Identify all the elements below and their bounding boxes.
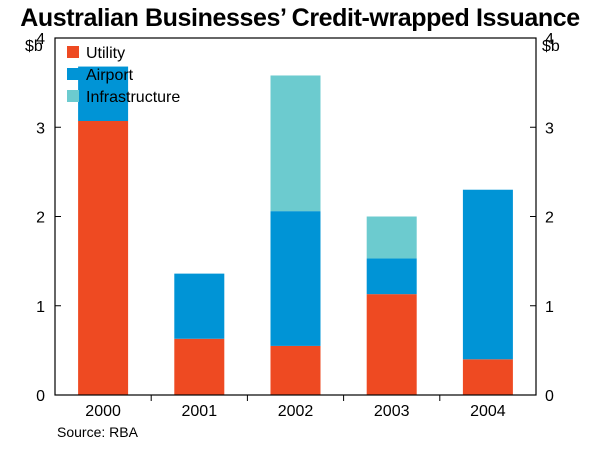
bar-airport-2000: [78, 66, 129, 122]
y-tick-label-left-1: 1: [36, 299, 45, 316]
y-tick-label-right-1: 1: [545, 299, 554, 316]
y-tick-label-left-0: 0: [36, 388, 45, 405]
bar-airport-2004: [462, 189, 513, 360]
source-note: Source: RBA: [57, 424, 138, 440]
legend-label-airport: Airport: [86, 67, 134, 84]
y-tick-label-left-4: 4: [36, 31, 45, 48]
bar-airport-2002: [270, 211, 321, 346]
bar-airport-2001: [174, 273, 225, 339]
x-tick-label-2004: 2004: [470, 403, 506, 420]
bars-group: [78, 66, 513, 395]
y-tick-label-right-0: 0: [545, 388, 554, 405]
legend-label-utility: Utility: [86, 45, 125, 62]
x-tick-label-2000: 2000: [85, 403, 121, 420]
y-unit-left: $b: [25, 38, 43, 55]
x-tick-label-2001: 2001: [182, 403, 218, 420]
bar-airport-2003: [366, 258, 417, 295]
legend-swatch-airport: [67, 68, 79, 80]
y-unit-right: $b: [542, 38, 560, 55]
axis-ticks: 0 0 1 1 2 2 3 3 4 4 2000 2001 2002 2003 2004: [36, 31, 554, 420]
y-tick-label-right-3: 3: [545, 120, 554, 137]
bar-infrastructure-2003: [366, 216, 417, 259]
y-tick-label-left-2: 2: [36, 210, 45, 227]
legend-label-infrastructure: Infrastructure: [86, 89, 180, 106]
y-tick-label-right-2: 2: [545, 210, 554, 227]
x-tick-label-2003: 2003: [374, 403, 410, 420]
bar-infrastructure-2002: [270, 75, 321, 212]
y-tick-label-right-4: 4: [545, 31, 554, 48]
bar-utility-2002: [270, 345, 321, 395]
x-tick-label-2002: 2002: [278, 403, 314, 420]
bar-utility-2003: [366, 294, 417, 395]
chart-title: Australian Businesses’ Credit-wrapped Is…: [20, 4, 580, 32]
legend: Utility Airport Infrastructure: [67, 45, 180, 106]
legend-swatch-infrastructure: [67, 90, 79, 102]
bar-utility-2000: [78, 121, 129, 395]
legend-swatch-utility: [67, 46, 79, 58]
bar-utility-2001: [174, 338, 225, 395]
y-tick-label-left-3: 3: [36, 120, 45, 137]
bar-utility-2004: [462, 359, 513, 395]
